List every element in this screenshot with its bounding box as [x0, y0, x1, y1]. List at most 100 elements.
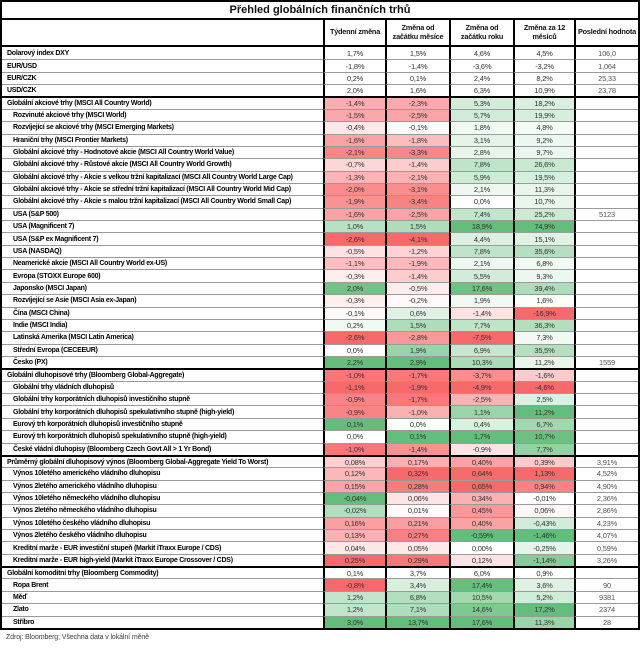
change-cell: -2,5%: [385, 207, 449, 221]
last-value-cell: 106,0: [574, 47, 638, 60]
row-label: Rozvinuté akciové trhy (MSCI World): [2, 108, 323, 121]
table-row: Měď 1,2% 6,8% 10,5% 5,2% 9381: [2, 590, 638, 604]
change-cell: 0,25%: [323, 553, 385, 567]
change-cell: 0,34%: [449, 491, 513, 505]
change-cell: 10,5%: [449, 590, 513, 604]
change-cell: 5,3%: [449, 96, 513, 109]
row-label: Stříbro: [2, 615, 323, 628]
table-row: EUR/CZK 0,2% 0,1% 2,4% 8,2% 25,33: [2, 71, 638, 85]
change-cell: 4,6%: [449, 47, 513, 60]
table-row: Eurový trh korporátních dluhopisů spekul…: [2, 430, 638, 443]
change-cell: 5,5%: [449, 269, 513, 282]
row-label: Globální trhy korporátních dluhopisů inv…: [2, 393, 323, 405]
change-cell: 11,3%: [513, 182, 574, 196]
table-row: Výnos 2letého českého vládního dluhopisu…: [2, 529, 638, 542]
change-cell: 0,05%: [385, 541, 449, 554]
change-cell: 4,8%: [513, 121, 574, 134]
change-cell: 0,12%: [449, 553, 513, 567]
change-cell: 11,3%: [513, 615, 574, 628]
change-cell: 17,6%: [449, 615, 513, 628]
change-cell: 9,7%: [513, 145, 574, 159]
table-row: Výnos 10letého českého vládního dluhopis…: [2, 516, 638, 530]
row-label: Dolarový index DXY: [7, 49, 70, 57]
change-cell: -3,7%: [449, 368, 513, 381]
change-cell: -0,43%: [513, 516, 574, 530]
row-label: Výnos 2letého českého vládního dluhopisu: [2, 529, 323, 541]
change-cell: -1,6%: [513, 368, 574, 381]
change-cell: 6,9%: [449, 343, 513, 356]
change-cell: 0,9%: [513, 566, 574, 579]
column-header-last-value: Poslední hodnota: [574, 20, 638, 45]
change-cell: 0,15%: [323, 479, 385, 492]
row-label: Zlato: [2, 603, 323, 615]
row-label: Ropa Brent: [2, 578, 323, 590]
change-cell: -1,46%: [513, 529, 574, 542]
change-cell: 0,08%: [323, 454, 385, 468]
row-label: Kreditní marže - EUR investiční stupeň (…: [2, 541, 323, 553]
change-cell: 0,28%: [385, 479, 449, 492]
change-cell: -2,5%: [385, 108, 449, 122]
change-cell: -0,7%: [323, 158, 385, 171]
table-row: Globální akciové trhy - Akcie se střední…: [2, 182, 638, 196]
change-cell: 0,0%: [323, 343, 385, 356]
change-cell: 1,9%: [449, 294, 513, 307]
last-value-cell: 0,59%: [574, 541, 638, 554]
change-cell: 10,9%: [513, 84, 574, 97]
table-row: Globální akciové trhy - Hodnotové akcie …: [2, 145, 638, 159]
row-label: Globální akciové trhy - Akcie s velkou t…: [2, 170, 323, 183]
change-cell: -3,1%: [385, 182, 449, 196]
table-row: Japonsko (MSCI Japan) 2,0% -0,5% 17,6% 39,4%: [2, 281, 638, 295]
change-cell: 0,16%: [323, 516, 385, 530]
table-row: Rozvíjející se akciové trhy (MSCI Emergi…: [2, 121, 638, 134]
change-cell: 0,4%: [449, 417, 513, 431]
table-row: Kreditní marže - EUR investiční stupeň (…: [2, 541, 638, 554]
change-cell: 0,0%: [449, 195, 513, 208]
table-row: Rozvíjející se Asie (MSCI Asia ex-Japan)…: [2, 294, 638, 307]
last-value-cell: 25,33: [574, 71, 638, 85]
change-cell: 0,94%: [513, 479, 574, 492]
change-cell: 0,01%: [385, 504, 449, 517]
row-label: Průměrný globální dluhopisový výnos (Blo…: [2, 454, 323, 467]
row-label: Indie (MSCI India): [2, 318, 323, 331]
table-row: USA (Magnificent 7) 1,0% 1,5% 18,9% 74,9%: [2, 220, 638, 233]
change-cell: -1,4%: [323, 96, 385, 109]
change-cell: 1,6%: [385, 84, 449, 97]
change-cell: 3,4%: [385, 578, 449, 591]
last-value-cell: [574, 318, 638, 332]
table-row: Globální akciové trhy - Akcie s malou tr…: [2, 195, 638, 208]
table-row: Globální trhy korporátních dluhopisů inv…: [2, 393, 638, 406]
change-cell: 5,2%: [513, 590, 574, 604]
row-label: Výnos 10letého německého vládního dluhop…: [2, 491, 323, 504]
change-cell: 39,4%: [513, 281, 574, 295]
change-cell: -0,3%: [323, 269, 385, 282]
change-cell: 0,21%: [385, 516, 449, 530]
change-cell: 25,2%: [513, 207, 574, 221]
change-cell: 1,13%: [513, 467, 574, 480]
change-cell: 0,2%: [323, 318, 385, 332]
change-cell: 0,2%: [323, 71, 385, 85]
row-label: Globální komoditní trhy (Bloomberg Commo…: [2, 566, 323, 578]
change-cell: 3,0%: [323, 615, 385, 628]
change-cell: 26,6%: [513, 158, 574, 171]
change-cell: 9,2%: [513, 133, 574, 146]
row-label: Eurový trh korporátních dluhopisů invest…: [2, 417, 323, 430]
change-cell: 1,7%: [323, 47, 385, 60]
change-cell: -0,5%: [323, 244, 385, 258]
change-cell: 7,3%: [513, 331, 574, 344]
change-cell: 1,5%: [385, 220, 449, 233]
last-value-cell: [574, 430, 638, 443]
change-cell: 1,6%: [513, 294, 574, 307]
change-cell: -1,2%: [385, 244, 449, 258]
change-cell: 0,06%: [385, 491, 449, 505]
row-label: Latinská Amerika (MSCI Latin America): [2, 331, 323, 343]
last-value-cell: 9381: [574, 590, 638, 604]
change-cell: -1,4%: [385, 59, 449, 72]
change-cell: -2,1%: [385, 170, 449, 183]
table-row: Kreditní marže - EUR high-yield (Markit …: [2, 553, 638, 567]
row-label: Výnos 2letého německého vládního dluhopi…: [2, 504, 323, 516]
row-label: USA (Magnificent 7): [2, 220, 323, 232]
change-cell: 2,4%: [449, 71, 513, 85]
change-cell: 2,0%: [323, 84, 385, 97]
last-value-cell: [574, 306, 638, 319]
change-cell: 5,7%: [449, 108, 513, 122]
